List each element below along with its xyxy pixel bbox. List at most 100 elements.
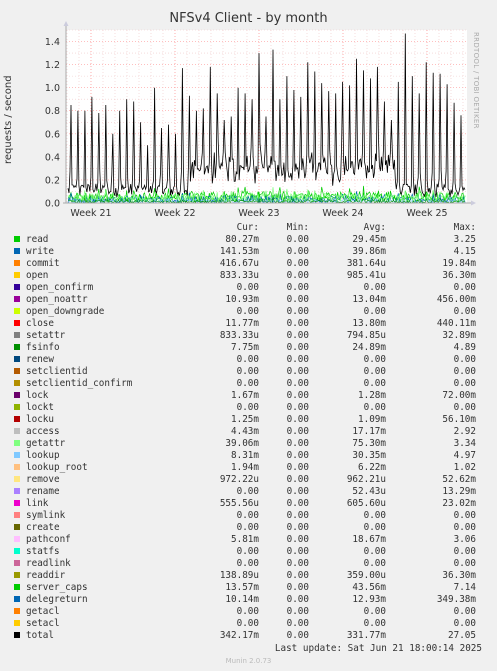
legend-min-value: 0.00 [286,426,309,437]
legend-swatch [14,500,20,506]
legend-swatch [14,548,20,554]
legend-min-value: 0.00 [286,522,309,533]
legend-cur-value: 11.77m [225,318,259,329]
y-tick-label: 0.0 [45,199,60,210]
y-tick-label: 0.8 [45,106,60,117]
x-tick-label: Week 24 [322,208,363,219]
legend-cur-value: 555.56u [219,498,259,509]
y-axis-arrow [63,21,69,26]
legend-max-value: 0.00 [453,558,476,569]
legend-series-name: create [26,522,60,533]
legend-avg-value: 52.43u [352,486,386,497]
legend-series-name: lookup [26,450,60,461]
legend-avg-value: 381.64u [346,258,386,269]
legend-max-value: 0.00 [453,522,476,533]
legend-row: lockt 0.00 0.00 0.00 0.00 [0,402,497,414]
getattr-trace [67,187,466,203]
legend-cur-value: 0.00 [236,354,259,365]
legend-cur-value: 0.00 [236,486,259,497]
legend-max-value: 0.00 [453,378,476,389]
legend-header: Cur: Min: Avg: Max: [0,222,497,234]
legend-min-value: 0.00 [286,318,309,329]
legend-max-value: 0.00 [453,618,476,629]
legend-max-value: 7.14 [453,582,476,593]
legend-series-name: pathconf [26,534,71,545]
munin-version: Munin 2.0.73 [225,657,272,665]
legend-series-name: readlink [26,558,71,569]
legend-series-name: remove [26,474,60,485]
legend-avg-value: 6.22m [358,462,386,473]
legend-cur-value: 972.22u [219,474,259,485]
legend-row: open_downgrade 0.00 0.00 0.00 0.00 [0,306,497,318]
legend-avg-value: 30.35m [352,450,386,461]
legend-max-value: 0.00 [453,546,476,557]
legend-row: link 555.56u 0.00 605.60u 23.02m [0,498,497,510]
legend-row: write 141.53m 0.00 39.86m 4.15 [0,246,497,258]
total-trace [67,33,466,198]
legend-avg-value: 17.17m [352,426,386,437]
legend-max-value: 0.00 [453,402,476,413]
legend-swatch [14,428,20,434]
legend-row: rename 0.00 0.00 52.43u 13.29m [0,486,497,498]
legend-cur-value: 39.06m [225,438,259,449]
legend-series-name: write [26,246,54,257]
legend-max-value: 349.38m [436,594,476,605]
legend-max-value: 0.00 [453,606,476,617]
y-tick-label: 0.2 [45,175,60,186]
legend-row: symlink 0.00 0.00 0.00 0.00 [0,510,497,522]
legend-cur-value: 5.81m [231,534,259,545]
legend-min-value: 0.00 [286,354,309,365]
y-tick-label: 0.6 [45,129,60,140]
legend-swatch [14,248,20,254]
legend-series-name: rename [26,486,60,497]
legend-avg-value: 18.67m [352,534,386,545]
legend-swatch [14,560,20,566]
legend-series-name: setclientid_confirm [26,378,133,389]
legend-min-value: 0.00 [286,246,309,257]
legend-avg-value: 24.89m [352,342,386,353]
legend-min-value: 0.00 [286,258,309,269]
legend-series-name: symlink [26,510,66,521]
legend-min-value: 0.00 [286,306,309,317]
legend-avg-value: 0.00 [363,510,386,521]
legend-avg-value: 13.04m [352,294,386,305]
legend-max-value: 27.05 [448,630,476,641]
legend-swatch [14,452,20,458]
legend-series-name: renew [26,354,54,365]
legend-min-value: 0.00 [286,594,309,605]
legend-series-name: commit [26,258,60,269]
x-tick-labels: Week 21 Week 22 Week 23 Week 24 Week 25 [70,208,447,219]
legend-max-value: 4.97 [453,450,476,461]
legend-avg-value: 985.41u [346,270,386,281]
legend-max-value: 1.02 [453,462,476,473]
legend-avg-value: 75.30m [352,438,386,449]
legend-series-name: setattr [26,330,66,341]
x-axis-arrow [471,200,476,206]
legend-swatch [14,368,20,374]
legend-row: lock 1.67m 0.00 1.28m 72.00m [0,390,497,402]
legend-series-name: getattr [26,438,66,449]
legend-row: remove 972.22u 0.00 962.21u 52.62m [0,474,497,486]
plot-area: 0.00.20.40.60.81.01.21.4 Week 21 Week 22 W… [45,21,476,219]
legend-swatch [14,416,20,422]
legend-series-name: close [26,318,54,329]
legend-max-value: 456.00m [436,294,476,305]
legend-avg-value: 0.00 [363,306,386,317]
chart-title: NFSv4 Client - by month [169,11,328,26]
legend-max-value: 3.34 [453,438,476,449]
legend-series-name: getacl [26,606,60,617]
legend-swatch [14,596,20,602]
legend-avg-value: 962.21u [346,474,386,485]
legend-row: create 0.00 0.00 0.00 0.00 [0,522,497,534]
legend-avg-value: 331.77m [346,630,386,641]
legend-swatch [14,260,20,266]
legend-series-name: fsinfo [26,342,60,353]
legend-max-value: 0.00 [453,366,476,377]
legend-swatch [14,584,20,590]
legend-swatch [14,284,20,290]
legend-min-value: 0.00 [286,402,309,413]
legend-avg-value: 39.86m [352,246,386,257]
legend-swatch [14,572,20,578]
legend-series-name: setclientid [26,366,88,377]
legend-min-value: 0.00 [286,450,309,461]
